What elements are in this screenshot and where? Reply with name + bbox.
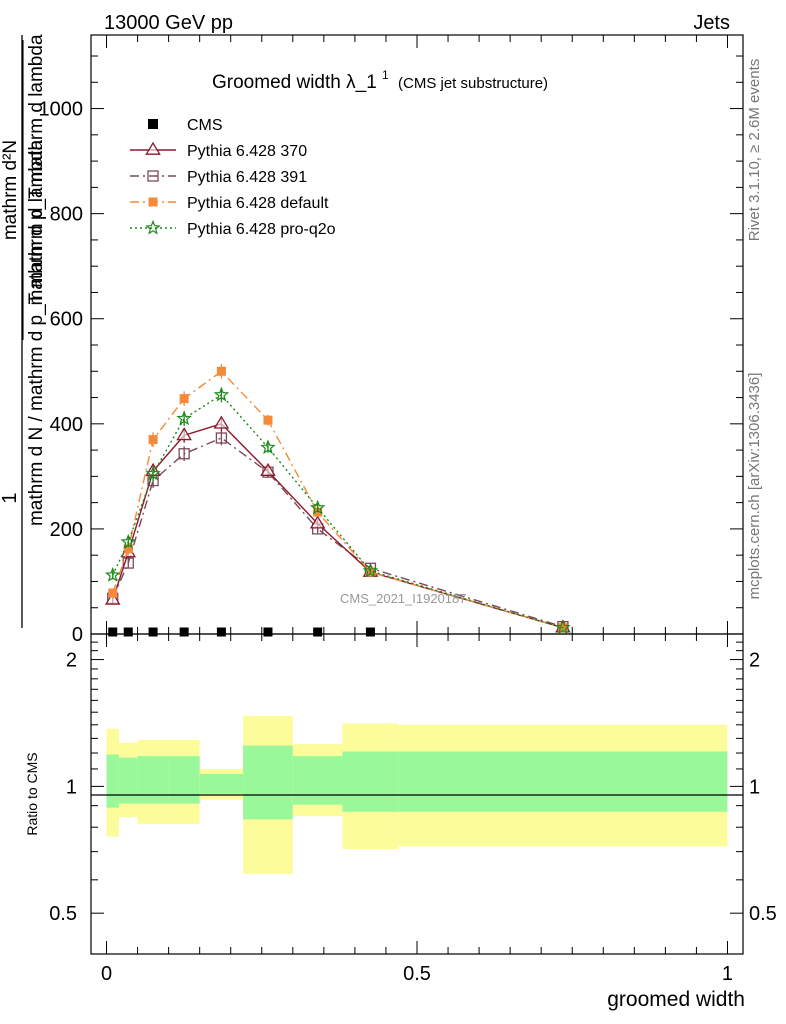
ratio-axis-ticks: 0 0.5 1 0.5 0.5 1 1 2 2 — [49, 634, 777, 985]
ratio-y-tick-label-right: 0.5 — [749, 903, 777, 925]
star-marker — [260, 439, 276, 455]
ratio-inner-band — [168, 756, 200, 804]
open-square-marker — [178, 448, 190, 460]
ratio-inner-band — [292, 756, 343, 805]
square-marker — [148, 627, 158, 637]
series-line — [112, 370, 564, 629]
square-marker — [123, 627, 133, 637]
open-square-marker — [215, 432, 228, 444]
ratio-inner-band — [118, 757, 138, 804]
legend-label: Pythia 6.428 default — [187, 195, 329, 212]
filled-square-marker — [108, 588, 118, 598]
filled-square-marker — [148, 197, 158, 207]
plot-title-sub: (CMS jet substructure) — [398, 75, 548, 92]
plot-title-sup: 1 — [382, 68, 389, 82]
ratio-inner-band — [199, 773, 244, 794]
legend: CMS Pythia 6.428 370 Pythia 6.428 391 Pythi… — [130, 117, 336, 238]
ratio-inner-band — [243, 745, 293, 820]
main-y-axis-label: 1 mathrm d N / mathrm d p_T mathrm d lam… — [0, 34, 47, 628]
legend-label: CMS — [187, 117, 223, 134]
y-tick-label: 600 — [50, 309, 83, 331]
series-cms — [108, 627, 375, 637]
square-marker — [263, 627, 273, 637]
open-square-marker — [122, 557, 134, 569]
triangle-marker — [145, 141, 161, 155]
filled-square-marker — [148, 435, 158, 445]
triangle-marker — [309, 515, 326, 529]
y-label-right-bottom: mathrm d p_T mathrm d lambda — [26, 34, 47, 305]
filled-square-marker — [179, 394, 189, 404]
y-tick-label: 400 — [50, 414, 83, 436]
y-label-denom: mathrm d N / mathrm d p_T mathrm d lambd… — [26, 140, 47, 527]
rivet-label: Rivet 3.1.10, ≥ 2.6M events — [746, 59, 763, 242]
legend-label: Pythia 6.428 391 — [187, 169, 307, 186]
star-marker — [104, 566, 121, 582]
plot-title-lambda: λ_1 — [346, 72, 377, 93]
star-marker — [213, 386, 230, 402]
y-tick-label: 200 — [50, 519, 83, 541]
y-tick-label: 1000 — [39, 99, 84, 121]
y-tick-label: 0 — [72, 624, 83, 646]
x-axis-label: groomed width — [607, 988, 745, 1011]
star-marker — [145, 465, 161, 481]
square-marker — [108, 627, 118, 637]
triangle-marker — [260, 462, 276, 476]
series-line — [112, 423, 564, 629]
header-left-label: 13000 GeV pp — [104, 12, 233, 34]
legend-label: Pythia 6.428 370 — [187, 143, 307, 160]
ratio-inner-band — [106, 754, 119, 808]
analysis-watermark: CMS_2021_I1920187 — [340, 591, 467, 606]
square-marker — [313, 627, 323, 637]
ratio-inner-band — [137, 756, 169, 804]
plot-title-main: Groomed width — [212, 72, 341, 93]
square-marker — [148, 119, 158, 129]
ratio-y-tick-label: 0.5 — [49, 903, 77, 925]
triangle-marker — [213, 415, 230, 429]
star-marker — [120, 533, 137, 549]
square-marker — [365, 627, 375, 637]
star-marker — [176, 410, 192, 426]
square-marker — [216, 627, 226, 637]
ratio-y-tick-label-right: 1 — [749, 776, 760, 798]
ratio-y-tick-label: 1 — [66, 776, 77, 798]
triangle-marker — [176, 427, 192, 441]
header-right-label: Jets — [693, 12, 730, 34]
plot-title: Groomed width λ_1 1 (CMS jet substructur… — [212, 63, 548, 93]
star-marker — [362, 562, 379, 578]
main-axis-ticks: 0 200 400 600 800 1000 — [39, 35, 743, 646]
series-layer — [104, 363, 571, 637]
filled-square-marker — [216, 366, 226, 376]
x-tick-label: 1 — [722, 963, 733, 985]
star-marker — [309, 499, 326, 515]
y-tick-label: 800 — [50, 204, 83, 226]
open-square-marker — [147, 170, 159, 182]
x-tick-label: 0 — [101, 963, 112, 985]
series-line — [112, 394, 564, 629]
square-marker — [179, 627, 189, 637]
ratio-inner-band — [398, 751, 728, 812]
y-label-numer: 1 — [0, 492, 21, 503]
legend-label: Pythia 6.428 pro-q2o — [187, 221, 336, 238]
y-label-right-top: mathrm d²N — [0, 140, 21, 240]
ratio-y-axis-label: Ratio to CMS — [24, 752, 40, 835]
ratio-y-tick-label: 2 — [66, 650, 77, 672]
ratio-inner-band — [342, 751, 399, 812]
star-marker — [145, 219, 161, 235]
filled-square-marker — [263, 415, 273, 425]
mcplots-label: mcplots.cern.ch [arXiv:1306.3436] — [746, 373, 763, 600]
triangle-marker — [104, 591, 121, 605]
ratio-y-tick-label-right: 2 — [749, 650, 760, 672]
series-4 — [104, 386, 571, 635]
filled-square-marker — [123, 544, 133, 554]
x-tick-label: 0.5 — [403, 963, 431, 985]
star-marker — [555, 619, 571, 635]
